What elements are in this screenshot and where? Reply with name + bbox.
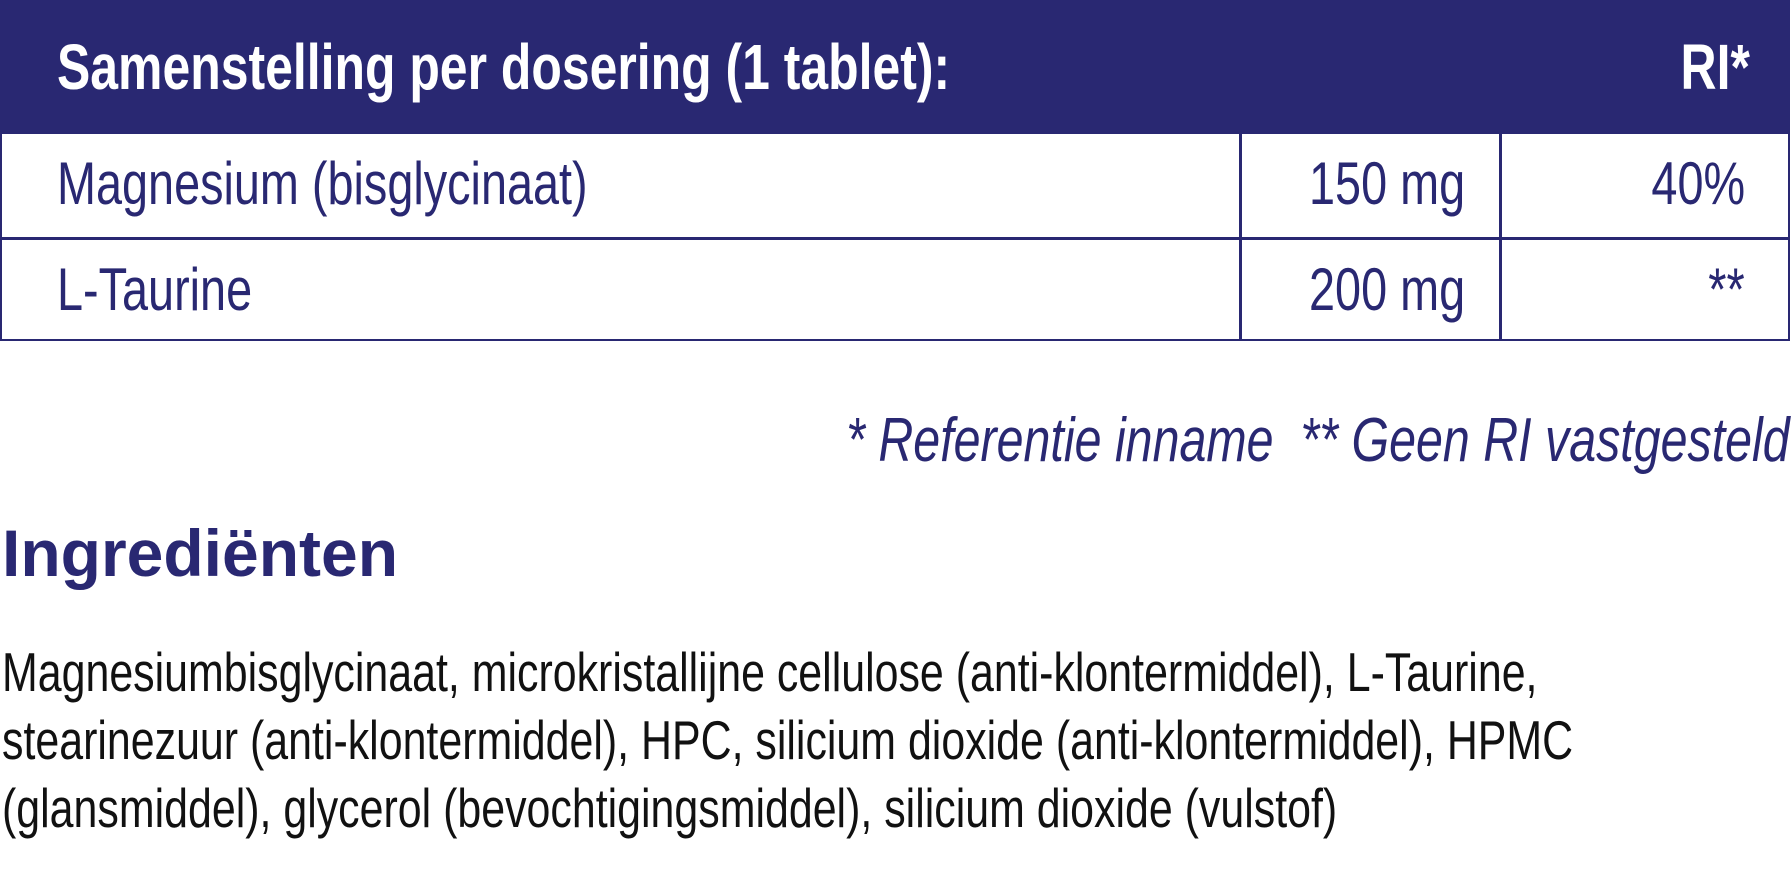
table-row: Magnesium (bisglycinaat) 150 mg 40% [2,131,1788,237]
nutrient-ri: ** [1708,256,1745,323]
ingredients-list: Magnesiumbisglycinaat, microkristallijne… [2,638,1792,842]
footnote: * Referentie inname ** Geen RI vastgeste… [846,406,1790,475]
composition-table: Samenstelling per dosering (1 tablet): R… [0,0,1790,341]
nutrient-amount: 150 mg [1308,150,1465,217]
table-title: Samenstelling per dosering (1 tablet): [57,31,951,103]
table-row: L-Taurine 200 mg ** [2,237,1788,341]
ri-column-header: RI* [1680,31,1750,103]
nutrient-amount: 200 mg [1308,256,1465,323]
ingredients-line: Magnesiumbisglycinaat, microkristallijne… [2,641,1538,703]
ingredients-heading: Ingrediënten [2,516,399,590]
nutrient-ri: 40% [1651,150,1745,217]
ingredients-line: stearinezuur (anti-klontermiddel), HPC, … [2,709,1574,771]
table-header: Samenstelling per dosering (1 tablet): R… [2,2,1788,131]
nutrient-name: Magnesium (bisglycinaat) [57,150,588,217]
nutrient-name: L-Taurine [57,256,253,323]
ingredients-line: (glansmiddel), glycerol (bevochtigingsmi… [2,777,1338,839]
